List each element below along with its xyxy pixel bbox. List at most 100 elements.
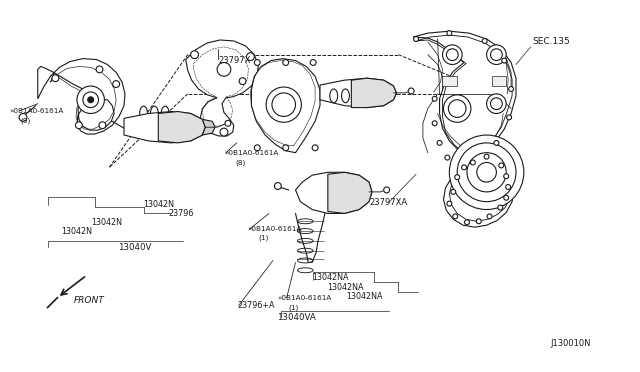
Text: 13042N: 13042N bbox=[91, 218, 122, 227]
Text: (1): (1) bbox=[259, 235, 269, 241]
Polygon shape bbox=[320, 78, 396, 108]
Circle shape bbox=[470, 160, 476, 165]
Ellipse shape bbox=[342, 89, 349, 103]
Text: 13042N: 13042N bbox=[61, 227, 93, 236]
Circle shape bbox=[482, 39, 487, 44]
Circle shape bbox=[506, 185, 511, 189]
Circle shape bbox=[413, 36, 419, 41]
Circle shape bbox=[486, 94, 506, 113]
Circle shape bbox=[225, 120, 231, 126]
Circle shape bbox=[452, 214, 458, 219]
Circle shape bbox=[76, 122, 83, 129]
Circle shape bbox=[254, 145, 260, 151]
Circle shape bbox=[477, 163, 497, 182]
Polygon shape bbox=[202, 119, 215, 135]
Ellipse shape bbox=[330, 89, 338, 103]
Circle shape bbox=[451, 189, 456, 194]
Text: J130010N: J130010N bbox=[551, 339, 591, 348]
Text: (9): (9) bbox=[20, 117, 31, 124]
Polygon shape bbox=[351, 78, 396, 108]
Polygon shape bbox=[158, 112, 205, 143]
Circle shape bbox=[408, 88, 414, 94]
Ellipse shape bbox=[161, 106, 169, 121]
Circle shape bbox=[254, 60, 260, 65]
Circle shape bbox=[457, 143, 516, 202]
Polygon shape bbox=[186, 40, 259, 136]
Circle shape bbox=[239, 78, 246, 84]
Circle shape bbox=[486, 45, 506, 64]
Text: (8): (8) bbox=[236, 159, 246, 166]
Polygon shape bbox=[296, 172, 372, 214]
Circle shape bbox=[283, 145, 289, 151]
Ellipse shape bbox=[150, 106, 158, 121]
Circle shape bbox=[444, 95, 471, 122]
Text: 13042N: 13042N bbox=[143, 200, 174, 209]
Circle shape bbox=[461, 165, 467, 170]
Circle shape bbox=[246, 53, 254, 61]
Polygon shape bbox=[38, 59, 125, 134]
Polygon shape bbox=[124, 112, 205, 143]
Circle shape bbox=[437, 140, 442, 145]
Polygon shape bbox=[413, 31, 516, 227]
Circle shape bbox=[220, 128, 228, 136]
Circle shape bbox=[449, 100, 466, 118]
Text: 23797X: 23797X bbox=[218, 56, 251, 65]
Circle shape bbox=[498, 205, 503, 210]
Circle shape bbox=[507, 115, 511, 120]
Circle shape bbox=[272, 93, 296, 116]
Text: (1): (1) bbox=[288, 304, 298, 311]
Text: »0B1A0-6161A: »0B1A0-6161A bbox=[277, 295, 332, 301]
Circle shape bbox=[494, 140, 499, 145]
Circle shape bbox=[449, 135, 524, 209]
Circle shape bbox=[455, 175, 460, 180]
Circle shape bbox=[99, 122, 106, 129]
Text: 13040VA: 13040VA bbox=[277, 314, 316, 323]
Circle shape bbox=[384, 187, 390, 193]
Circle shape bbox=[447, 201, 452, 206]
Circle shape bbox=[504, 195, 509, 200]
Circle shape bbox=[484, 154, 489, 159]
Circle shape bbox=[96, 66, 103, 73]
Text: 13042NA: 13042NA bbox=[346, 292, 383, 301]
Circle shape bbox=[52, 75, 59, 81]
Polygon shape bbox=[252, 59, 320, 153]
Text: »0B1A0-6161A: »0B1A0-6161A bbox=[225, 150, 279, 156]
Circle shape bbox=[19, 113, 27, 121]
Circle shape bbox=[467, 153, 506, 192]
Circle shape bbox=[432, 121, 437, 126]
Polygon shape bbox=[442, 76, 457, 86]
Circle shape bbox=[502, 58, 507, 63]
Circle shape bbox=[442, 45, 462, 64]
Circle shape bbox=[312, 145, 318, 151]
Text: SEC.135: SEC.135 bbox=[532, 38, 570, 46]
Circle shape bbox=[447, 49, 458, 61]
Circle shape bbox=[275, 183, 282, 189]
Text: 13042NA: 13042NA bbox=[312, 273, 349, 282]
Circle shape bbox=[490, 98, 502, 110]
Circle shape bbox=[499, 163, 504, 168]
Text: »0B1A0-6161A: »0B1A0-6161A bbox=[10, 108, 64, 114]
Circle shape bbox=[191, 51, 198, 59]
Circle shape bbox=[476, 219, 481, 224]
Circle shape bbox=[77, 86, 104, 113]
Circle shape bbox=[504, 174, 509, 179]
Text: 23796: 23796 bbox=[168, 209, 193, 218]
Text: 13042NA: 13042NA bbox=[328, 283, 364, 292]
Text: 13040V: 13040V bbox=[118, 243, 152, 252]
Circle shape bbox=[88, 97, 93, 103]
Circle shape bbox=[217, 62, 231, 76]
Ellipse shape bbox=[353, 89, 361, 103]
Text: 23797XA: 23797XA bbox=[369, 198, 407, 207]
Polygon shape bbox=[492, 76, 506, 86]
Circle shape bbox=[266, 87, 301, 122]
Ellipse shape bbox=[140, 106, 148, 121]
Circle shape bbox=[432, 96, 437, 101]
Circle shape bbox=[490, 49, 502, 61]
Circle shape bbox=[509, 87, 513, 92]
Circle shape bbox=[83, 92, 99, 108]
Circle shape bbox=[487, 214, 492, 219]
Text: »0B1A0-6161A: »0B1A0-6161A bbox=[248, 226, 302, 232]
Circle shape bbox=[447, 31, 452, 36]
Text: FRONT: FRONT bbox=[74, 296, 105, 305]
Circle shape bbox=[445, 155, 450, 160]
